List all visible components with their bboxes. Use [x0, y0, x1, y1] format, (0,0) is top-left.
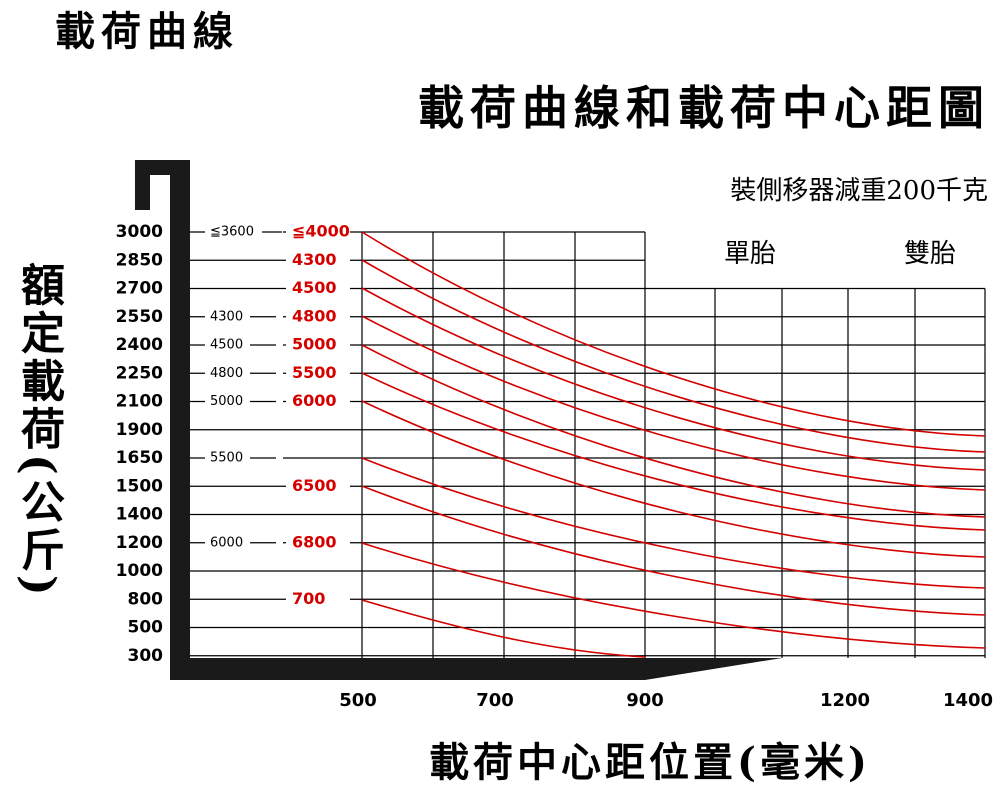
- y-tick-label: 2700: [116, 279, 163, 299]
- load-curve: [361, 315, 986, 491]
- x-tick-label: 1200: [820, 690, 870, 711]
- load-curve: [361, 485, 986, 616]
- label-bg: [286, 222, 350, 242]
- load-curve: [361, 344, 986, 518]
- curves: [361, 231, 986, 658]
- capacity-label: 5500: [210, 451, 243, 466]
- y-tick-label: 3000: [116, 222, 163, 242]
- x-tick-label: 500: [339, 690, 377, 711]
- y-tick-label: 1500: [116, 476, 163, 496]
- y-tick-label: 1000: [116, 561, 163, 581]
- y-tick-label: 1400: [116, 505, 163, 525]
- label-bg: [205, 307, 283, 326]
- label-bg: [286, 391, 350, 412]
- capacity-label-red: 4500: [292, 278, 337, 297]
- y-tick-label: 1200: [116, 533, 163, 553]
- y-tick-label: 800: [128, 589, 164, 609]
- label-bg: [286, 306, 350, 327]
- y-tick-label: 300: [128, 646, 164, 666]
- label-bg: [205, 392, 283, 411]
- load-curve: [361, 287, 986, 471]
- y-tick-label: 2100: [116, 392, 163, 412]
- y-tick-label: 2850: [116, 250, 163, 270]
- y-axis-title: 額定載荷(公斤): [13, 262, 64, 600]
- x-tick-label: 1400: [943, 690, 993, 711]
- y-tick-label: 1900: [116, 420, 163, 440]
- tire-label: 單胎: [724, 239, 776, 269]
- label-bg: [286, 476, 350, 497]
- load-curve: [361, 400, 986, 558]
- labels: 3000 ≦3600 ≦4000 2850 4300 2700 4500 2550 4300 48…: [116, 222, 993, 712]
- label-bg: [286, 532, 350, 553]
- load-curve: [361, 231, 986, 437]
- load-curve: [361, 599, 646, 658]
- label-bg: [205, 449, 283, 467]
- y-tick-label: 2250: [116, 363, 163, 383]
- capacity-label: 6000: [210, 535, 243, 550]
- label-bg: [286, 335, 350, 355]
- capacity-label-red: 700: [292, 589, 325, 608]
- title: 載荷曲線: [55, 8, 239, 55]
- capacity-label: 4300: [210, 309, 243, 324]
- main-title: 載荷曲線和載荷中心距圖: [418, 81, 990, 135]
- y-tick-label: 2550: [116, 307, 163, 327]
- note: 裝側移器減重200千克: [730, 176, 988, 206]
- capacity-label: 5000: [210, 394, 243, 409]
- capacity-label-red: 6500: [292, 476, 337, 495]
- load-curve: [361, 542, 986, 649]
- label-bg: [205, 533, 283, 552]
- label-bg: [286, 250, 350, 271]
- capacity-label-red: 5500: [292, 363, 337, 382]
- load-curve: [361, 457, 986, 589]
- capacity-label: 4500: [210, 338, 243, 353]
- x-tick-label: 900: [626, 690, 664, 711]
- capacity-label-red: 6000: [292, 391, 337, 410]
- y-tick-label: 2400: [116, 335, 163, 355]
- load-curve: [361, 259, 986, 453]
- label-bg: [205, 223, 283, 241]
- x-tick-label: 700: [476, 690, 514, 711]
- label-bg: [205, 364, 283, 383]
- label-bg: [286, 589, 350, 610]
- capacity-label: ≦3600: [210, 225, 254, 240]
- capacity-label-red: 4800: [292, 306, 337, 325]
- x-axis-title: 載荷中心距位置(毫米): [429, 739, 871, 786]
- y-tick-label: 500: [128, 618, 164, 638]
- capacity-label-red: ≦4000: [292, 222, 350, 241]
- capacity-label-red: 4300: [292, 250, 337, 269]
- load-curve: [361, 372, 986, 531]
- label-bg: [286, 278, 350, 299]
- y-tick-label: 1650: [116, 448, 163, 468]
- label-bg: [205, 336, 283, 354]
- tire-label: 雙胎: [904, 239, 956, 269]
- capacity-label-red: 6800: [292, 532, 337, 551]
- capacity-label: 4800: [210, 366, 243, 381]
- capacity-label-red: 5000: [292, 335, 337, 354]
- label-bg: [286, 363, 350, 384]
